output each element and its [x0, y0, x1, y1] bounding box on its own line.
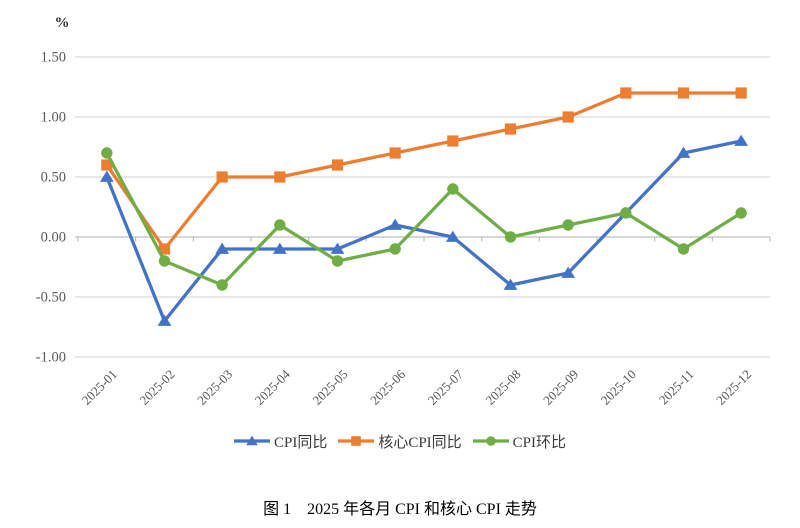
triangle-marker [503, 278, 518, 290]
triangle-marker [157, 314, 172, 326]
square-marker [620, 87, 632, 99]
legend-item: CPI同比 [233, 431, 328, 452]
y-axis-unit-label: % [55, 15, 70, 31]
circle-marker [216, 279, 228, 291]
triangle-marker [272, 242, 287, 254]
x-axis-category-label: 2025-05 [309, 367, 350, 408]
series-line-square [105, 91, 743, 251]
circle-marker [677, 243, 690, 255]
circle-marker [101, 147, 113, 159]
square-marker [274, 171, 286, 183]
triangle-marker [445, 230, 460, 242]
legend-item: 核心CPI同比 [338, 431, 462, 452]
x-axis-category-label: 2025-04 [252, 366, 294, 408]
square-marker [677, 87, 690, 99]
square-marker [389, 147, 401, 159]
square-marker [158, 243, 171, 255]
triangle-marker [388, 218, 403, 230]
x-axis-category-label: 2025-11 [656, 367, 697, 408]
series-line-circle [105, 151, 743, 287]
legend-marker-square [338, 436, 375, 446]
triangle-marker [330, 242, 345, 254]
y-axis-tick-label: 0.00 [41, 230, 66, 246]
figure-caption: 图 1 2025 年各月 CPI 和核心 CPI 走势 [263, 501, 537, 518]
legend-marker-triangle [233, 435, 270, 446]
x-axis-category-label: 2025-02 [136, 367, 177, 408]
square-marker [351, 436, 362, 446]
y-axis-tick-label: 1.50 [41, 50, 66, 66]
square-marker [504, 123, 517, 135]
triangle-marker [99, 170, 114, 182]
cpi-line-chart: % 1.50 1.00 0.50 0.00 -0.50 -1.00 2025-01 2025-0… [36, 15, 771, 408]
circle-marker [620, 207, 632, 219]
triangle-marker [676, 146, 691, 158]
triangle-marker [215, 242, 230, 254]
y-axis-tick-label: -0.50 [36, 290, 66, 306]
legend-label: CPI环比 [512, 434, 567, 451]
circle-marker [389, 243, 401, 255]
circle-marker [504, 231, 517, 243]
square-marker [101, 159, 113, 171]
circle-marker [274, 219, 286, 231]
circle-marker [562, 219, 574, 231]
triangle-marker [734, 134, 749, 146]
legend-label: 核心CPI同比 [378, 434, 462, 451]
triangle-marker [561, 266, 576, 278]
circle-marker [485, 436, 496, 446]
legend-item: CPI环比 [472, 431, 567, 452]
y-axis-tick-label: -1.00 [36, 350, 66, 366]
legend-label: CPI同比 [273, 434, 328, 451]
legend-marker-circle [472, 436, 509, 446]
x-axis-category-label: 2025-06 [367, 366, 409, 408]
x-axis-category-label: 2025-09 [540, 367, 581, 408]
square-marker [331, 159, 344, 171]
x-axis-category-label: 2025-07 [425, 366, 467, 408]
x-axis-category-label: 2025-03 [194, 367, 235, 408]
x-axis-category-label: 2025-08 [482, 367, 523, 408]
x-axis-category-label: 2025-10 [598, 367, 639, 408]
circle-marker [447, 183, 459, 195]
square-marker [447, 135, 459, 147]
circle-marker [331, 255, 344, 267]
y-axis-tick-label: 1.00 [41, 110, 66, 126]
series-line-triangle [105, 139, 743, 323]
triangle-marker [246, 435, 258, 446]
circle-marker [158, 255, 171, 267]
x-axis-category-label: 2025-01 [79, 367, 120, 408]
square-marker [216, 171, 228, 183]
square-marker [562, 111, 574, 123]
chart-legend: CPI同比 核心CPI同比 CPI环比 [0, 429, 800, 453]
x-axis-category-label: 2025-12 [713, 367, 754, 408]
circle-marker [735, 207, 747, 219]
y-axis-tick-label: 0.50 [41, 170, 66, 186]
square-marker [735, 87, 747, 99]
